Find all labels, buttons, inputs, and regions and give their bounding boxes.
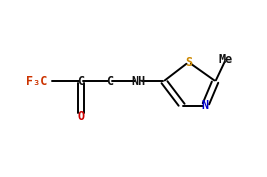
Text: C: C bbox=[77, 75, 85, 88]
Text: O: O bbox=[77, 110, 85, 123]
Text: Me: Me bbox=[219, 53, 233, 66]
Text: N: N bbox=[202, 99, 209, 112]
Text: F₃C: F₃C bbox=[26, 75, 48, 88]
Text: C: C bbox=[106, 75, 113, 88]
Text: NH: NH bbox=[132, 75, 146, 88]
Text: S: S bbox=[185, 56, 192, 69]
